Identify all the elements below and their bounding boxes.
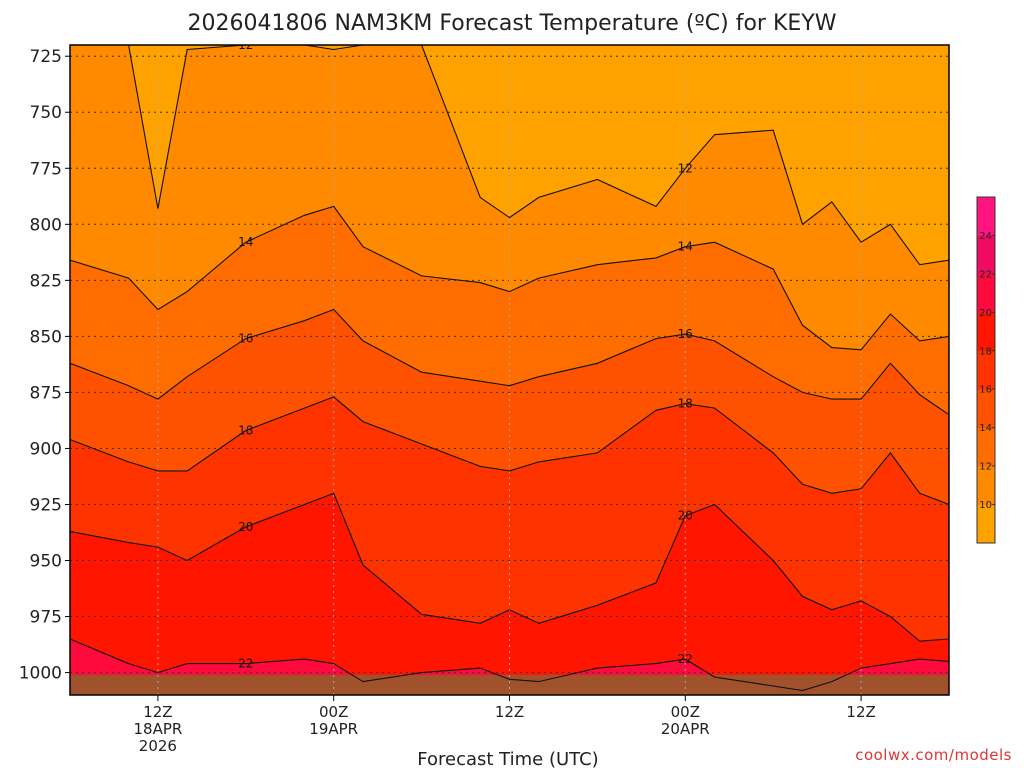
colorbar-segment-5 <box>977 350 995 390</box>
x-tick-label-5-line1: 12Z <box>846 703 875 721</box>
y-tick-label-1000: 1000 <box>19 664 62 684</box>
isotherm-line-12 <box>70 45 949 266</box>
colorbar-segment-6 <box>977 312 995 352</box>
x-tick-label-2-line1: 00Z <box>319 703 348 721</box>
x-tick-label-1-line1: 12Z <box>143 703 172 721</box>
colorbar-label-12: 12 <box>979 462 992 473</box>
colorbar-segment-3 <box>977 427 995 467</box>
y-axis: 725 750 775 800 825 850 875 900 925 950 975 1000 <box>19 47 70 684</box>
isotherm-label-12-1: 12 <box>238 38 253 52</box>
y-tick-label-875: 875 <box>30 383 62 403</box>
isotherm-label-18-2: 18 <box>678 397 693 411</box>
y-tick-label-800: 800 <box>30 215 62 235</box>
y-tick-label-825: 825 <box>30 271 62 291</box>
y-tick-label-975: 975 <box>30 608 62 628</box>
x-tick-label-2-line2: 19APR <box>309 720 358 738</box>
ground-surface <box>70 675 949 695</box>
isotherm-line-22 <box>70 638 949 692</box>
y-tick-label-775: 775 <box>30 159 62 179</box>
isotherm-label-12-2: 12 <box>678 161 693 175</box>
isotherm-line-18 <box>70 396 949 506</box>
isotherm-label-22-1: 22 <box>238 657 253 671</box>
colorbar-segment-1 <box>977 504 995 544</box>
y-tick-label-750: 750 <box>30 103 62 123</box>
x-tick-label-4-line1: 00Z <box>671 703 700 721</box>
plot-area: 12 12 14 14 16 16 18 18 20 20 22 22 <box>70 38 949 695</box>
credit-text: coolwx.com/models <box>855 746 1012 764</box>
chart-title: 2026041806 NAM3KM Forecast Temperature (… <box>188 11 837 36</box>
isotherm-label-16-1: 16 <box>238 332 253 346</box>
colorbar-label-16: 16 <box>979 385 992 396</box>
colorbar-label-20: 20 <box>979 308 992 319</box>
colorbar-segment-4 <box>977 389 995 429</box>
isotherm-label-22-2: 22 <box>678 652 693 666</box>
colorbar-label-14: 14 <box>979 423 992 434</box>
colorbar-segment-8 <box>977 235 995 275</box>
colorbar: 10 12 14 16 18 20 22 24 <box>976 196 996 544</box>
colorbar-segment-9 <box>977 197 995 236</box>
colorbar-label-18: 18 <box>979 346 992 357</box>
colorbar-segment-7 <box>977 273 995 313</box>
x-axis-title: Forecast Time (UTC) <box>417 749 598 768</box>
x-tick-label-4-line2: 20APR <box>661 720 710 738</box>
isotherm-label-20-1: 20 <box>238 520 253 534</box>
y-tick-label-950: 950 <box>30 552 62 572</box>
y-tick-label-925: 925 <box>30 495 62 515</box>
colorbar-segment-2 <box>977 466 995 505</box>
isotherm-label-14-1: 14 <box>238 235 253 249</box>
colorbar-label-24: 24 <box>979 231 992 242</box>
isotherm-label-14-2: 14 <box>678 240 693 254</box>
colorbar-label-10: 10 <box>979 500 992 511</box>
isotherm-line-16 <box>70 308 949 416</box>
y-tick-label-725: 725 <box>30 47 62 67</box>
x-tick-label-3-line1: 12Z <box>495 703 524 721</box>
temperature-band-20 <box>70 493 949 695</box>
x-tick-label-1-line2: 18APR <box>133 720 182 738</box>
isotherm-line-20 <box>70 492 949 642</box>
y-tick-label-850: 850 <box>30 327 62 347</box>
isotherm-label-20-2: 20 <box>678 509 693 523</box>
colorbar-frame <box>976 196 996 544</box>
y-tick-label-900: 900 <box>30 439 62 459</box>
x-tick-label-1-line3: 2026 <box>139 737 177 755</box>
isotherm-label-18-1: 18 <box>238 424 253 438</box>
isotherm-label-16-2: 16 <box>678 327 693 341</box>
isotherm-line-14 <box>70 205 949 351</box>
colorbar-label-22: 22 <box>979 269 992 280</box>
